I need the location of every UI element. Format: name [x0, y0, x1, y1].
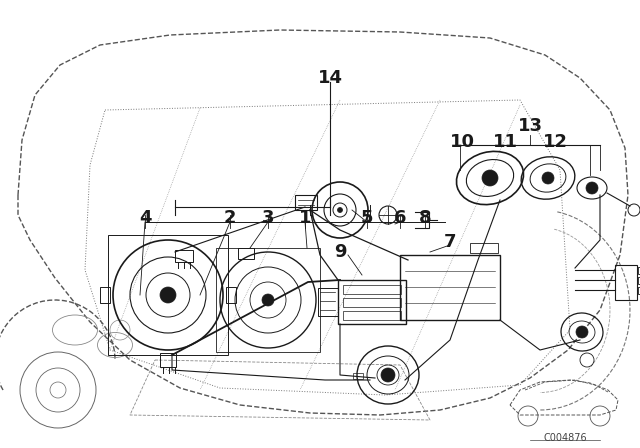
Circle shape	[482, 170, 498, 186]
Text: 9: 9	[333, 243, 346, 261]
Text: 11: 11	[493, 133, 518, 151]
Bar	[216, 248, 320, 352]
Bar	[343, 298, 401, 307]
Bar	[175, 250, 193, 262]
Bar	[226, 287, 236, 303]
Text: 10: 10	[449, 133, 474, 151]
Bar	[108, 235, 228, 355]
Bar	[160, 353, 176, 367]
Bar	[638, 287, 640, 294]
Circle shape	[262, 294, 274, 306]
Text: 4: 4	[139, 209, 151, 227]
Bar	[338, 280, 406, 324]
Bar	[238, 248, 254, 259]
Text: 6: 6	[394, 209, 406, 227]
Bar	[615, 265, 637, 300]
Bar	[100, 287, 110, 303]
Text: 7: 7	[444, 233, 456, 251]
Circle shape	[381, 368, 395, 382]
Text: C004876: C004876	[543, 433, 587, 443]
Circle shape	[542, 172, 554, 184]
Bar	[353, 373, 363, 379]
Circle shape	[337, 207, 342, 212]
Bar	[400, 255, 500, 320]
Bar	[318, 288, 338, 316]
Bar	[638, 267, 640, 274]
Text: 12: 12	[543, 133, 568, 151]
Bar	[638, 277, 640, 284]
Text: 8: 8	[419, 209, 431, 227]
Bar	[470, 243, 498, 253]
Text: 14: 14	[317, 69, 342, 87]
Bar	[295, 195, 317, 210]
Text: 3: 3	[262, 209, 275, 227]
Circle shape	[586, 182, 598, 194]
Circle shape	[160, 287, 176, 303]
Text: 13: 13	[518, 117, 543, 135]
Bar	[343, 285, 401, 294]
Text: 5: 5	[361, 209, 373, 227]
Bar	[343, 311, 401, 320]
Text: 2: 2	[224, 209, 236, 227]
Text: 1: 1	[299, 209, 311, 227]
Circle shape	[576, 326, 588, 338]
